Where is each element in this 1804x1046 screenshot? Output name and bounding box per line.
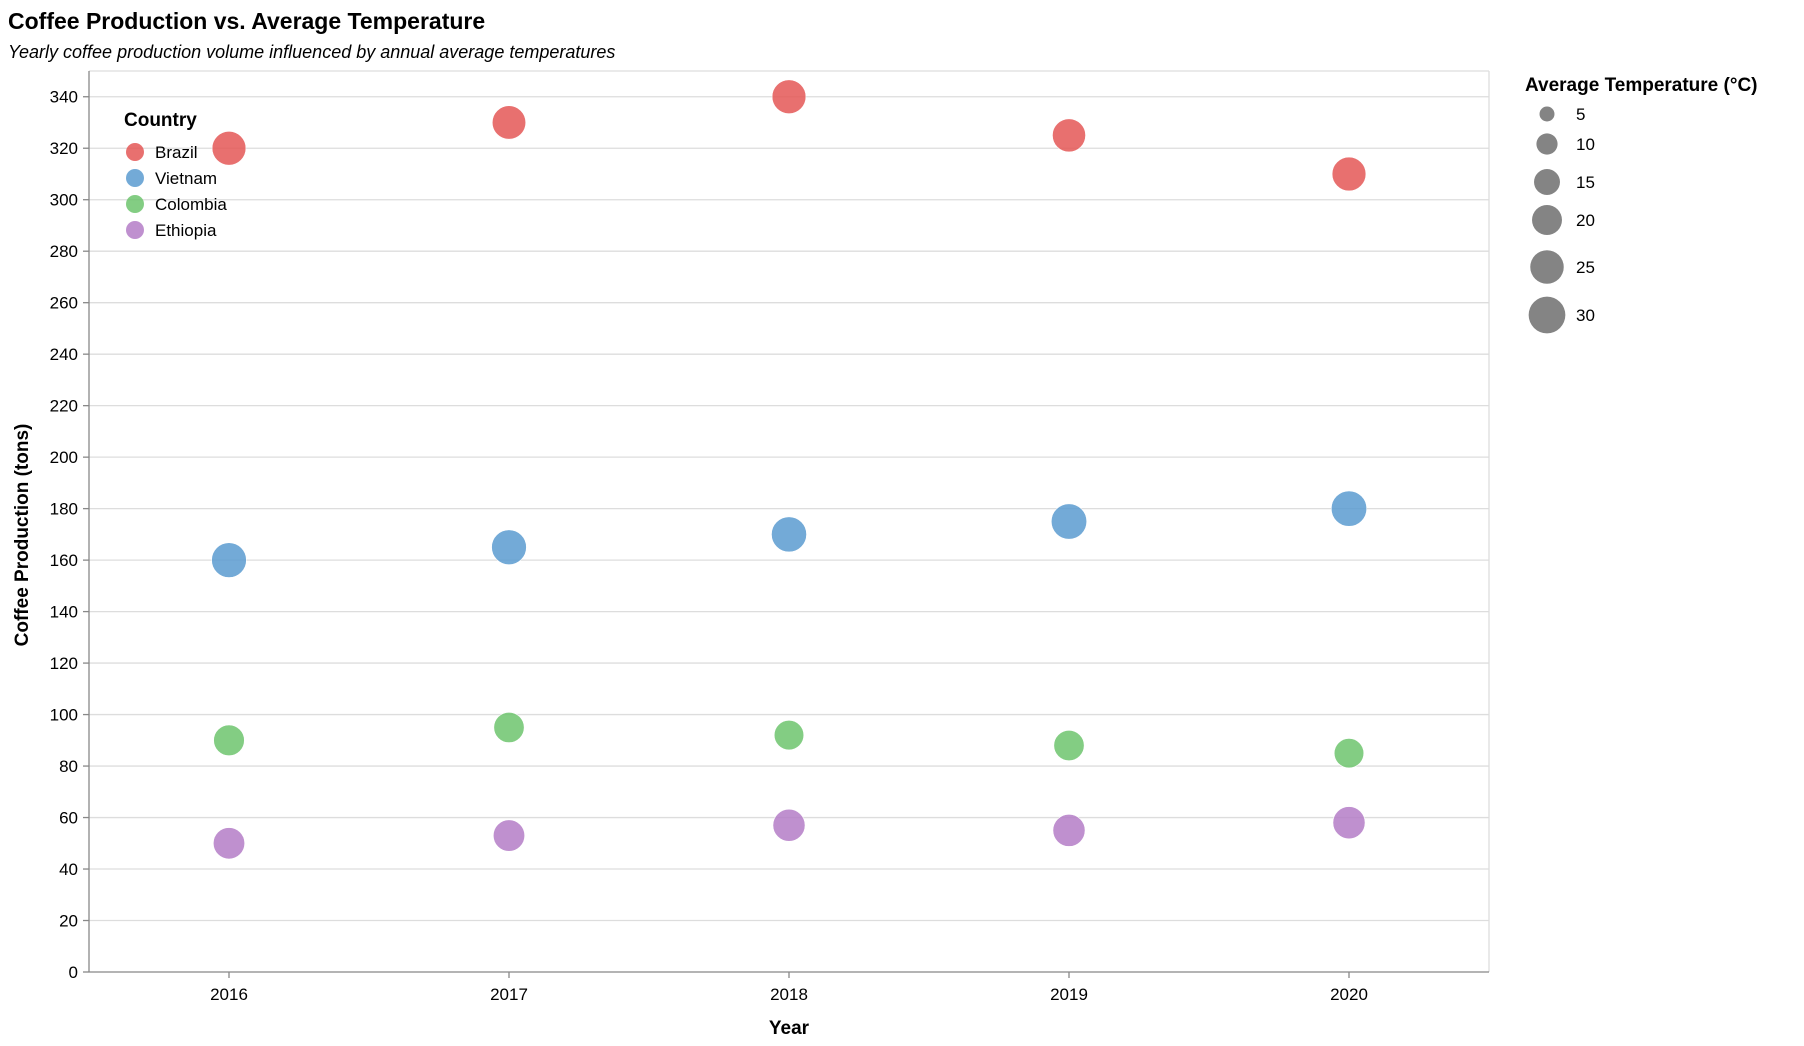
size-legend-label: 25 (1576, 258, 1595, 277)
data-point-vietnam (1050, 503, 1088, 540)
data-points (211, 79, 1368, 860)
y-tick-label: 260 (50, 294, 78, 313)
x-tick-label: 2018 (770, 985, 808, 1004)
size-legend-symbol (1534, 169, 1560, 195)
temperature-legend-title: Average Temperature (°C) (1525, 75, 1758, 96)
y-tick-label: 60 (59, 809, 78, 828)
y-tick-label: 300 (50, 191, 78, 210)
legend-label-brazil: Brazil (155, 143, 198, 162)
size-legend-label: 10 (1576, 135, 1595, 154)
y-tick-label: 220 (50, 397, 78, 416)
y-tick-label: 200 (50, 448, 78, 467)
size-legend-symbol (1532, 205, 1562, 235)
y-tick-label: 100 (50, 706, 78, 725)
data-point-colombia (1333, 738, 1365, 769)
size-legend-label: 5 (1576, 105, 1585, 124)
chart-subtitle: Yearly coffee production volume influenc… (8, 42, 615, 62)
y-tick-label: 80 (59, 757, 78, 776)
size-legend-symbol (1528, 296, 1566, 334)
y-tick-label: 20 (59, 912, 78, 931)
size-legend-symbol (1530, 250, 1564, 284)
legend-swatch-brazil (126, 143, 144, 161)
size-legend-symbol (1539, 106, 1555, 122)
data-point-ethiopia (1052, 814, 1086, 847)
size-legend-label: 15 (1576, 173, 1595, 192)
data-point-ethiopia (1332, 806, 1366, 840)
data-point-colombia (493, 711, 525, 743)
data-point-vietnam (771, 516, 807, 553)
legend-label-colombia: Colombia (155, 195, 227, 214)
data-point-ethiopia (212, 827, 246, 860)
y-tick-label: 180 (50, 500, 78, 519)
y-axis-title: Coffee Production (tons) (12, 424, 33, 647)
data-point-vietnam (1330, 490, 1368, 527)
y-tick-label: 140 (50, 603, 78, 622)
data-point-ethiopia (492, 819, 526, 852)
country-legend: Country Brazil Vietnam Colombia Ethiopia (124, 110, 227, 240)
data-point-colombia (773, 720, 805, 751)
y-tick-label: 120 (50, 654, 78, 673)
x-tick-label: 2020 (1330, 985, 1368, 1004)
size-legend-label: 20 (1576, 211, 1595, 230)
x-tick-label: 2016 (210, 985, 248, 1004)
y-tick-label: 160 (50, 551, 78, 570)
x-tick-label: 2019 (1050, 985, 1088, 1004)
legend-swatch-ethiopia (126, 221, 144, 239)
size-legend-symbol (1536, 133, 1558, 155)
chart-title: Coffee Production vs. Average Temperatur… (8, 8, 485, 34)
y-tick-label: 40 (59, 860, 78, 879)
temperature-legend: Average Temperature (°C) 5 10 15 20 25 30 (1525, 75, 1758, 334)
y-tick-label: 340 (50, 88, 78, 107)
data-point-ethiopia (772, 808, 806, 842)
data-point-brazil (491, 105, 527, 140)
data-point-brazil (211, 131, 247, 166)
data-point-colombia (1053, 729, 1085, 761)
country-legend-title: Country (124, 110, 197, 131)
data-point-brazil (1331, 156, 1367, 192)
legend-swatch-vietnam (126, 169, 144, 187)
size-legend-label: 30 (1576, 306, 1595, 325)
x-axis-title: Year (769, 1018, 810, 1039)
data-point-colombia (213, 724, 245, 756)
y-tick-label: 240 (50, 345, 78, 364)
y-tick-label: 320 (50, 139, 78, 158)
legend-label-ethiopia: Ethiopia (155, 221, 217, 240)
legend-label-vietnam: Vietnam (155, 169, 217, 188)
axes: 0 20 40 60 80 100 120 140 160 180 200 220 240 260 280 3… (50, 71, 1489, 1004)
data-point-vietnam (211, 542, 247, 578)
data-point-brazil (1052, 118, 1086, 153)
data-point-vietnam (491, 529, 527, 565)
y-tick-label: 280 (50, 242, 78, 261)
legend-swatch-colombia (126, 195, 144, 213)
x-tick-label: 2017 (490, 985, 528, 1004)
y-tick-label: 0 (69, 963, 78, 982)
data-point-brazil (771, 79, 807, 114)
